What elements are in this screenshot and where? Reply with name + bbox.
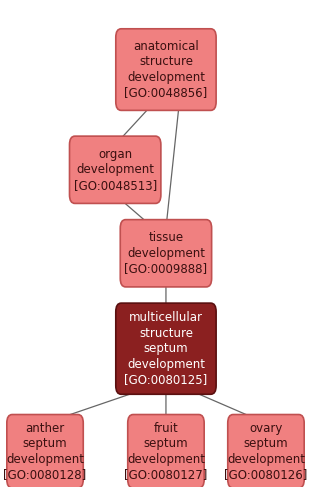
FancyBboxPatch shape <box>128 414 204 488</box>
FancyBboxPatch shape <box>7 414 83 488</box>
Text: multicellular
structure
septum
development
[GO:0080125]: multicellular structure septum developme… <box>124 311 207 386</box>
Text: anther
septum
development
[GO:0080128]: anther septum development [GO:0080128] <box>3 421 87 481</box>
FancyBboxPatch shape <box>116 29 216 110</box>
FancyBboxPatch shape <box>116 303 216 394</box>
Text: tissue
development
[GO:0009888]: tissue development [GO:0009888] <box>124 231 207 275</box>
FancyBboxPatch shape <box>70 136 161 203</box>
FancyBboxPatch shape <box>228 414 304 488</box>
Text: organ
development
[GO:0048513]: organ development [GO:0048513] <box>74 148 157 192</box>
FancyBboxPatch shape <box>120 220 211 287</box>
Text: fruit
septum
development
[GO:0080127]: fruit septum development [GO:0080127] <box>124 421 208 481</box>
Text: anatomical
structure
development
[GO:0048856]: anatomical structure development [GO:004… <box>124 40 207 99</box>
Text: ovary
septum
development
[GO:0080126]: ovary septum development [GO:0080126] <box>224 421 308 481</box>
